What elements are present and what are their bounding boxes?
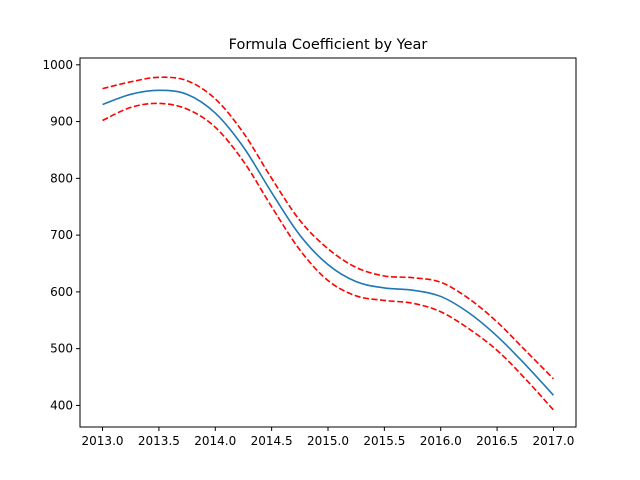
x-tick-label: 2013.5 — [138, 434, 180, 448]
x-tick-label: 2014.5 — [251, 434, 293, 448]
x-tick-label: 2015.5 — [363, 434, 405, 448]
y-tick-label: 700 — [50, 228, 73, 242]
plot-frame — [79, 57, 577, 428]
x-tick-label: 2016.0 — [420, 434, 462, 448]
y-axis: 400 500 600 700 800 900 1000 — [42, 58, 80, 412]
x-tick-label: 2014.0 — [194, 434, 236, 448]
plot-lines — [102, 76, 555, 411]
x-tick-label: 2013.0 — [82, 434, 124, 448]
y-tick-label: 1000 — [42, 58, 73, 72]
y-tick-label: 500 — [50, 342, 73, 356]
y-tick-label: 400 — [50, 398, 73, 412]
chart-title: Formula Coefficient by Year — [229, 37, 428, 53]
y-tick-label: 800 — [50, 171, 73, 185]
x-tick-label: 2016.5 — [476, 434, 518, 448]
x-axis: 2013.0 2013.5 2014.0 2014.5 2015.0 2015.5 2016… — [82, 427, 574, 448]
series-line-lower-bound — [102, 102, 555, 411]
series-line-upper-bound — [102, 76, 555, 380]
y-tick-label: 600 — [50, 285, 73, 299]
y-tick-label: 900 — [50, 115, 73, 129]
x-tick-label: 2015.0 — [307, 434, 349, 448]
x-tick-label: 2017.0 — [532, 434, 574, 448]
series-line-center — [102, 89, 555, 396]
